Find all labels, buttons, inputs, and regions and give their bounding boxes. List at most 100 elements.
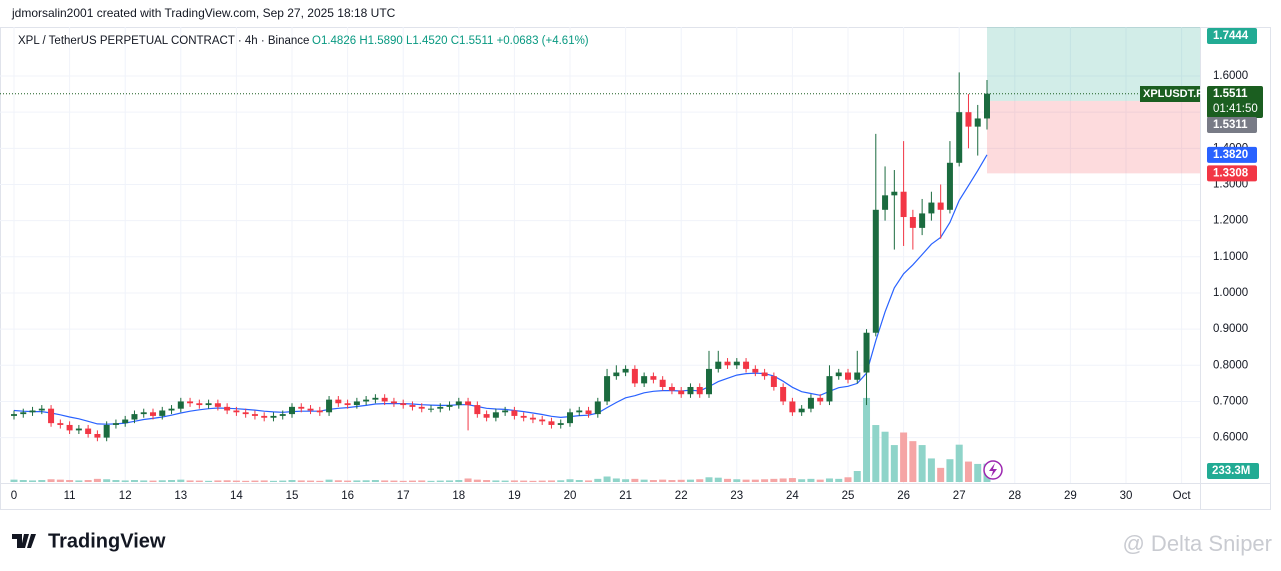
candle-body [956, 112, 963, 163]
candle-body [187, 401, 194, 404]
volume-bar [696, 479, 704, 482]
candle-body [613, 372, 620, 377]
candle-body [585, 410, 592, 415]
volume-bar [473, 479, 481, 482]
candle-body [400, 403, 407, 406]
x-tick-label: 18 [452, 490, 465, 502]
candle-body [529, 417, 536, 420]
volume-bar [918, 445, 926, 482]
candle-body [418, 406, 425, 409]
x-tick-label: 19 [508, 490, 521, 502]
candle-body [298, 406, 305, 409]
y-tick-label: 0.8000 [1213, 359, 1248, 371]
candle-body [604, 376, 611, 402]
volume-bar [84, 480, 92, 482]
candle-body [150, 412, 156, 416]
candle-body [483, 414, 490, 418]
candle-body [817, 397, 824, 402]
volume-bar [640, 479, 648, 482]
volume-bar [631, 478, 639, 482]
watermark: @ Delta Sniper [1122, 531, 1272, 556]
candle-body [316, 410, 323, 413]
volume-bar [492, 480, 500, 482]
volume-bar [177, 479, 185, 482]
countdown: 01:41:50 [1213, 103, 1258, 115]
volume-bar [56, 479, 64, 482]
candle-body [446, 405, 453, 407]
y-tick-label: 1.1000 [1213, 251, 1248, 263]
candle-body [205, 403, 212, 406]
candle-body [965, 112, 972, 127]
volume-label-box [1207, 463, 1259, 479]
x-tick-label: 23 [730, 490, 743, 502]
volume-bar [863, 397, 871, 482]
volume-bar [603, 476, 611, 482]
alert-icon[interactable] [983, 460, 1003, 480]
candle-body [214, 403, 221, 407]
volume-bar [436, 480, 444, 482]
price-label: 1.3820 [1213, 149, 1248, 161]
volume-bar [686, 479, 694, 482]
candle-body [650, 376, 657, 380]
candle-body [872, 209, 879, 333]
volume-bar [381, 480, 389, 482]
volume-bar [501, 480, 509, 482]
candle-body [511, 410, 518, 416]
candle-body [706, 368, 712, 395]
volume-bar [186, 480, 194, 482]
candle-body [465, 401, 472, 406]
volume-bar [168, 480, 176, 482]
volume-bar [538, 480, 546, 482]
candle-body [743, 361, 750, 369]
grid [0, 27, 1200, 483]
price-label: 1.5311 [1213, 119, 1248, 131]
symbol-box [1140, 86, 1200, 102]
stop-zone [987, 100, 1200, 174]
candle-body [863, 332, 870, 373]
volume-bar [798, 479, 806, 482]
volume-bar [297, 480, 305, 482]
candle-body [974, 118, 981, 127]
volume-bar [510, 480, 518, 482]
volume-bar [10, 479, 18, 482]
candle-body [761, 372, 768, 377]
volume-bar [103, 479, 111, 482]
candle-body [780, 386, 787, 402]
axes: 0.6000 0.7000 0.8000 0.9000 1.0000 1.1000 1.20… [11, 28, 1263, 502]
volume-bar [547, 480, 555, 482]
volume-bar [205, 480, 213, 482]
candle-body [437, 406, 444, 409]
volume-bar [130, 480, 138, 482]
volume-bar [371, 480, 379, 482]
candle-body [631, 368, 638, 384]
volume-bar [622, 479, 630, 482]
candle-body [140, 412, 147, 415]
volume-bar [29, 480, 37, 482]
volume-bar [418, 480, 426, 482]
candle-body [372, 397, 379, 400]
candle-body [937, 202, 944, 210]
price-label-box [1207, 28, 1257, 44]
volume-bar [909, 441, 917, 482]
x-tick-label: 15 [286, 490, 299, 502]
candle-body [539, 419, 546, 422]
volume-bar [307, 480, 315, 482]
volume-bar [835, 478, 843, 482]
volume-bar [742, 479, 750, 482]
candle-body [103, 424, 110, 438]
candle-body [641, 376, 648, 384]
x-tick-label: 25 [842, 490, 855, 502]
candle-body [307, 408, 314, 411]
volume-bar [362, 480, 370, 482]
price-label-box [1207, 146, 1257, 163]
volume-bar [881, 431, 889, 482]
volume-bar [260, 480, 268, 482]
candle-body [557, 423, 564, 425]
candle-body [909, 217, 916, 228]
candle-body [854, 372, 861, 380]
volume-bar [668, 480, 676, 482]
candle-body [622, 368, 629, 373]
chart-frame [0, 27, 1271, 510]
